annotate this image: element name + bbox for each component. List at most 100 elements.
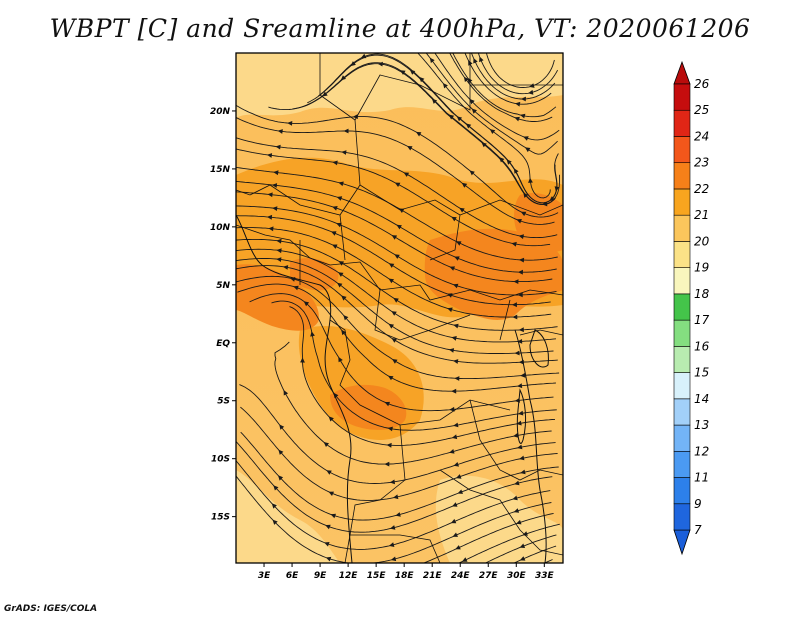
streamline-arrow	[473, 58, 478, 64]
streamline-arrow	[549, 196, 555, 201]
streamline-arrow	[468, 60, 473, 66]
streamline-arrow	[519, 455, 525, 461]
streamline-arrow	[481, 142, 487, 148]
colorbar-label: 23	[694, 156, 709, 170]
streamline-arrow	[276, 238, 282, 244]
colorbar-swatch	[673, 136, 691, 164]
latitude-axis: 20N 15N 10N 5N EQ 5S 10S 15S	[210, 107, 236, 523]
streamline-arrow	[343, 315, 349, 321]
lat-tick-label: 10N	[210, 223, 231, 233]
streamline-arrow	[511, 241, 517, 247]
lon-tick-label: 3E	[258, 571, 271, 581]
colorbar-label: 9	[694, 497, 702, 511]
streamline-arrow	[516, 219, 522, 224]
streamline	[236, 248, 557, 343]
streamline-arrow	[518, 234, 524, 239]
streamline-arrow	[463, 76, 469, 82]
streamline-arrow	[451, 336, 457, 341]
colorbar-label: 14	[694, 392, 709, 406]
colorbar-swatch	[673, 293, 691, 321]
streamline-arrow	[517, 292, 523, 298]
streamline-arrow	[409, 69, 416, 75]
streamline	[543, 559, 553, 563]
streamline-arrow	[388, 278, 394, 284]
map-frame	[235, 52, 564, 564]
streamline-arrow	[268, 226, 274, 232]
streamline-arrow	[454, 376, 460, 381]
streamline-arrow	[528, 89, 534, 95]
streamline-arrow	[518, 410, 524, 416]
streamline-arrow	[453, 422, 459, 428]
colorbar-swatch	[673, 109, 691, 137]
streamline-arrow	[377, 61, 383, 67]
streamline-arrow	[325, 556, 332, 562]
streamline-arrow	[442, 83, 448, 89]
colorbar-label: 19	[694, 261, 709, 275]
streamline	[485, 53, 555, 88]
streamline-arrow	[489, 129, 496, 134]
streamline-arrow	[459, 207, 465, 213]
streamline-arrow	[340, 75, 346, 81]
colorbar-swatch	[673, 188, 691, 216]
streamline-arrow	[451, 388, 457, 394]
streamline-arrow	[271, 183, 278, 188]
streamline	[425, 53, 558, 155]
streamline-arrow	[514, 116, 520, 122]
streamline-arrow	[449, 449, 455, 454]
lat-tick-label: 5N	[216, 281, 230, 291]
streamline-arrow	[452, 283, 459, 289]
streamline-arrow	[326, 470, 332, 475]
streamline-arrow	[282, 265, 289, 270]
streamline-arrow	[303, 301, 310, 307]
colorbar-label: 16	[694, 339, 710, 353]
streamline-arrow	[338, 181, 344, 187]
lat-tick-label: 20N	[210, 107, 231, 117]
streamline-arrow	[279, 424, 285, 430]
streamline-arrow	[389, 479, 395, 485]
streamline-arrow	[389, 525, 396, 530]
streamline-arrow	[390, 556, 397, 562]
lat-tick-label: EQ	[216, 339, 230, 349]
streamline-arrow	[331, 231, 337, 236]
streamline-arrow	[515, 101, 521, 107]
streamline-arrow	[517, 339, 523, 344]
streamline-arrow	[524, 147, 531, 153]
streamline	[236, 137, 558, 239]
streamline-arrow	[396, 224, 402, 230]
streamline-arrow	[336, 222, 342, 228]
lat-tick-label: 10S	[211, 455, 230, 465]
streamline	[236, 258, 554, 354]
streamline-arrow	[523, 136, 529, 141]
streamline-arrow	[522, 531, 528, 536]
streamline-arrow	[395, 512, 401, 517]
lon-tick-label: 9E	[314, 571, 327, 581]
colorbar-label: 26	[694, 77, 710, 91]
streamline-arrow	[278, 475, 284, 481]
streamline	[457, 523, 560, 563]
streamline-arrow	[338, 272, 344, 277]
streamline-arrow	[273, 170, 279, 176]
lat-tick-label: 15S	[211, 513, 230, 523]
streamline-arrow	[332, 244, 338, 249]
streamline-arrow	[278, 449, 284, 455]
streamline-arrow	[469, 170, 475, 176]
streamline-arrow	[360, 53, 367, 59]
colorbar-label: 17	[694, 313, 710, 327]
colorbar-label: 12	[694, 444, 709, 458]
coastline	[236, 214, 549, 563]
colorbar-label: 11	[694, 471, 709, 485]
streamline-arrow	[341, 295, 347, 301]
streamline-arrow	[328, 416, 334, 422]
streamline-arrow	[323, 442, 329, 447]
streamline-arrow	[271, 503, 277, 509]
streamline-arrow	[520, 211, 527, 217]
streamline-arrow	[554, 186, 560, 192]
colorbar-swatch	[673, 241, 691, 268]
streamline-arrow	[276, 248, 282, 254]
streamline-arrow	[388, 375, 394, 381]
streamline-arrow	[388, 323, 394, 329]
streamline-arrow	[338, 356, 343, 363]
streamline-arrow	[520, 372, 526, 378]
streamline-arrow	[513, 168, 519, 174]
